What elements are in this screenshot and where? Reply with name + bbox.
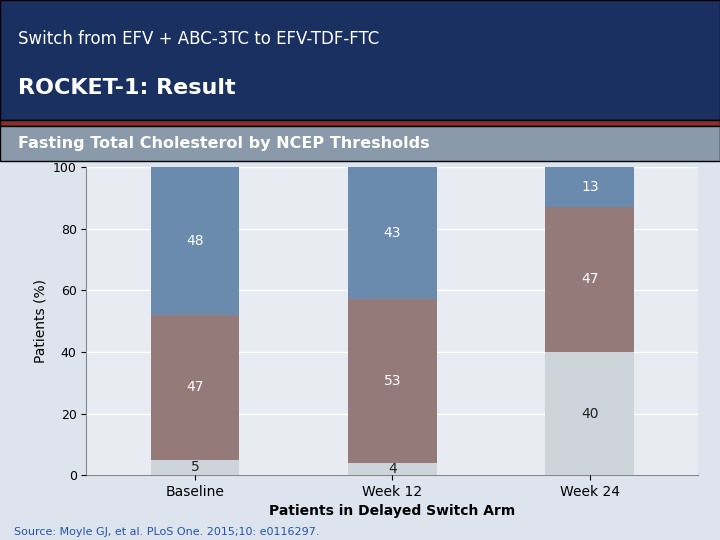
Text: 5: 5 (191, 461, 199, 475)
Text: 43: 43 (384, 226, 401, 240)
Text: 40: 40 (581, 407, 598, 421)
Text: 53: 53 (384, 374, 401, 388)
Bar (348, 463, 437, 475)
Bar (150, 460, 239, 475)
Bar (546, 352, 634, 475)
Text: 4: 4 (388, 462, 397, 476)
Text: 48: 48 (186, 234, 204, 248)
Text: Source: Moyle GJ, et al. PLoS One. 2015;10: e0116297.: Source: Moyle GJ, et al. PLoS One. 2015;… (14, 527, 320, 537)
Bar (150, 315, 239, 460)
Bar (348, 167, 437, 300)
Text: 47: 47 (581, 272, 598, 286)
Y-axis label: Patients (%): Patients (%) (33, 279, 48, 363)
Bar (546, 167, 634, 207)
Text: Fasting Total Cholesterol by NCEP Thresholds: Fasting Total Cholesterol by NCEP Thresh… (18, 137, 430, 151)
Text: 47: 47 (186, 380, 204, 394)
Text: ROCKET-1: Result: ROCKET-1: Result (18, 78, 235, 98)
Text: Switch from EFV + ABC-3TC to EFV-TDF-FTC: Switch from EFV + ABC-3TC to EFV-TDF-FTC (18, 30, 379, 48)
Legend: <5.2 mmol/L (desirable), 5.2-6.2 mmol/L (borderline), >6.2 mmol/L (above goal): <5.2 mmol/L (desirable), 5.2-6.2 mmol/L … (109, 132, 675, 155)
Bar (546, 207, 634, 352)
Bar (348, 300, 437, 463)
Text: 13: 13 (581, 180, 598, 194)
Bar (150, 167, 239, 315)
X-axis label: Patients in Delayed Switch Arm: Patients in Delayed Switch Arm (269, 504, 516, 518)
